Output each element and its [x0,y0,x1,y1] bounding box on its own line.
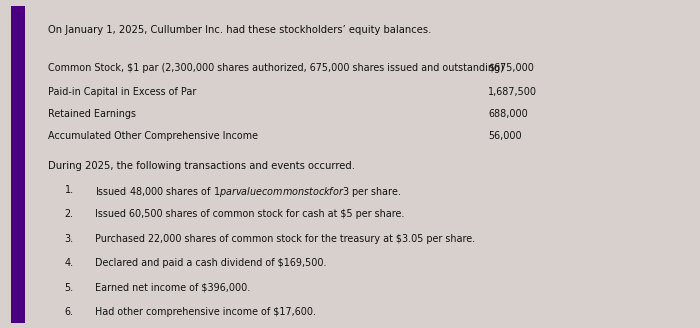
Text: 1.: 1. [64,185,74,195]
Text: 56,000: 56,000 [488,131,522,141]
Text: Earned net income of $396,000.: Earned net income of $396,000. [95,283,251,293]
Text: 4.: 4. [64,258,74,268]
Text: 1,687,500: 1,687,500 [488,87,537,96]
Text: 6.: 6. [64,307,74,317]
Text: During 2025, the following transactions and events occurred.: During 2025, the following transactions … [48,161,355,171]
Text: On January 1, 2025, Cullumber Inc. had these stockholders’ equity balances.: On January 1, 2025, Cullumber Inc. had t… [48,25,431,35]
Text: Issued 60,500 shares of common stock for cash at $5 per share.: Issued 60,500 shares of common stock for… [95,209,405,219]
Text: 688,000: 688,000 [488,109,528,119]
Text: Issued 48,000 shares of $1 par value common stock for $3 per share.: Issued 48,000 shares of $1 par value com… [95,185,402,199]
Text: Had other comprehensive income of $17,600.: Had other comprehensive income of $17,60… [95,307,316,317]
Text: 2.: 2. [64,209,74,219]
Text: Common Stock, $1 par (2,300,000 shares authorized, 675,000 shares issued and out: Common Stock, $1 par (2,300,000 shares a… [48,63,503,73]
Text: Accumulated Other Comprehensive Income: Accumulated Other Comprehensive Income [48,131,258,141]
Text: Paid-in Capital in Excess of Par: Paid-in Capital in Excess of Par [48,87,196,96]
Text: Retained Earnings: Retained Earnings [48,109,136,119]
Bar [10,6,25,323]
Text: 5.: 5. [64,283,74,293]
Text: Purchased 22,000 shares of common stock for the treasury at $3.05 per share.: Purchased 22,000 shares of common stock … [95,234,475,244]
Text: $675,000: $675,000 [488,63,534,73]
Text: Declared and paid a cash dividend of $169,500.: Declared and paid a cash dividend of $16… [95,258,327,268]
Text: 3.: 3. [64,234,74,244]
